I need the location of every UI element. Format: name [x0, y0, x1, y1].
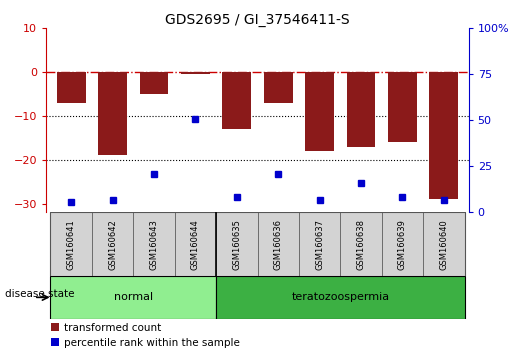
Bar	[340, 212, 382, 276]
Bar	[222, 72, 251, 129]
Bar	[305, 72, 334, 151]
Text: disease state: disease state	[5, 289, 75, 299]
Text: GSM160639: GSM160639	[398, 219, 407, 270]
Text: teratozoospermia: teratozoospermia	[291, 292, 389, 302]
Bar	[382, 212, 423, 276]
Bar	[216, 276, 465, 319]
Bar	[388, 72, 417, 142]
Bar	[98, 72, 127, 155]
Bar	[264, 72, 293, 103]
Bar	[57, 72, 85, 103]
Text: GSM160637: GSM160637	[315, 219, 324, 270]
Bar	[216, 212, 258, 276]
Bar	[50, 276, 216, 319]
Text: GSM160638: GSM160638	[356, 219, 366, 270]
Text: GSM160635: GSM160635	[232, 219, 242, 270]
Text: normal: normal	[114, 292, 153, 302]
Text: GSM160644: GSM160644	[191, 219, 200, 270]
Bar	[347, 72, 375, 147]
Bar	[92, 212, 133, 276]
Text: GSM160640: GSM160640	[439, 219, 449, 270]
Bar	[423, 212, 465, 276]
Bar	[430, 72, 458, 199]
Bar	[50, 212, 92, 276]
Bar	[181, 72, 210, 74]
Text: GSM160642: GSM160642	[108, 219, 117, 270]
Bar	[175, 212, 216, 276]
Text: GSM160643: GSM160643	[149, 219, 159, 270]
Bar	[140, 72, 168, 94]
Legend: transformed count, percentile rank within the sample: transformed count, percentile rank withi…	[46, 319, 244, 352]
Bar	[299, 212, 340, 276]
Text: GSM160636: GSM160636	[273, 219, 283, 270]
Title: GDS2695 / GI_37546411-S: GDS2695 / GI_37546411-S	[165, 13, 350, 27]
Bar	[133, 212, 175, 276]
Bar	[258, 212, 299, 276]
Text: GSM160641: GSM160641	[66, 219, 76, 270]
